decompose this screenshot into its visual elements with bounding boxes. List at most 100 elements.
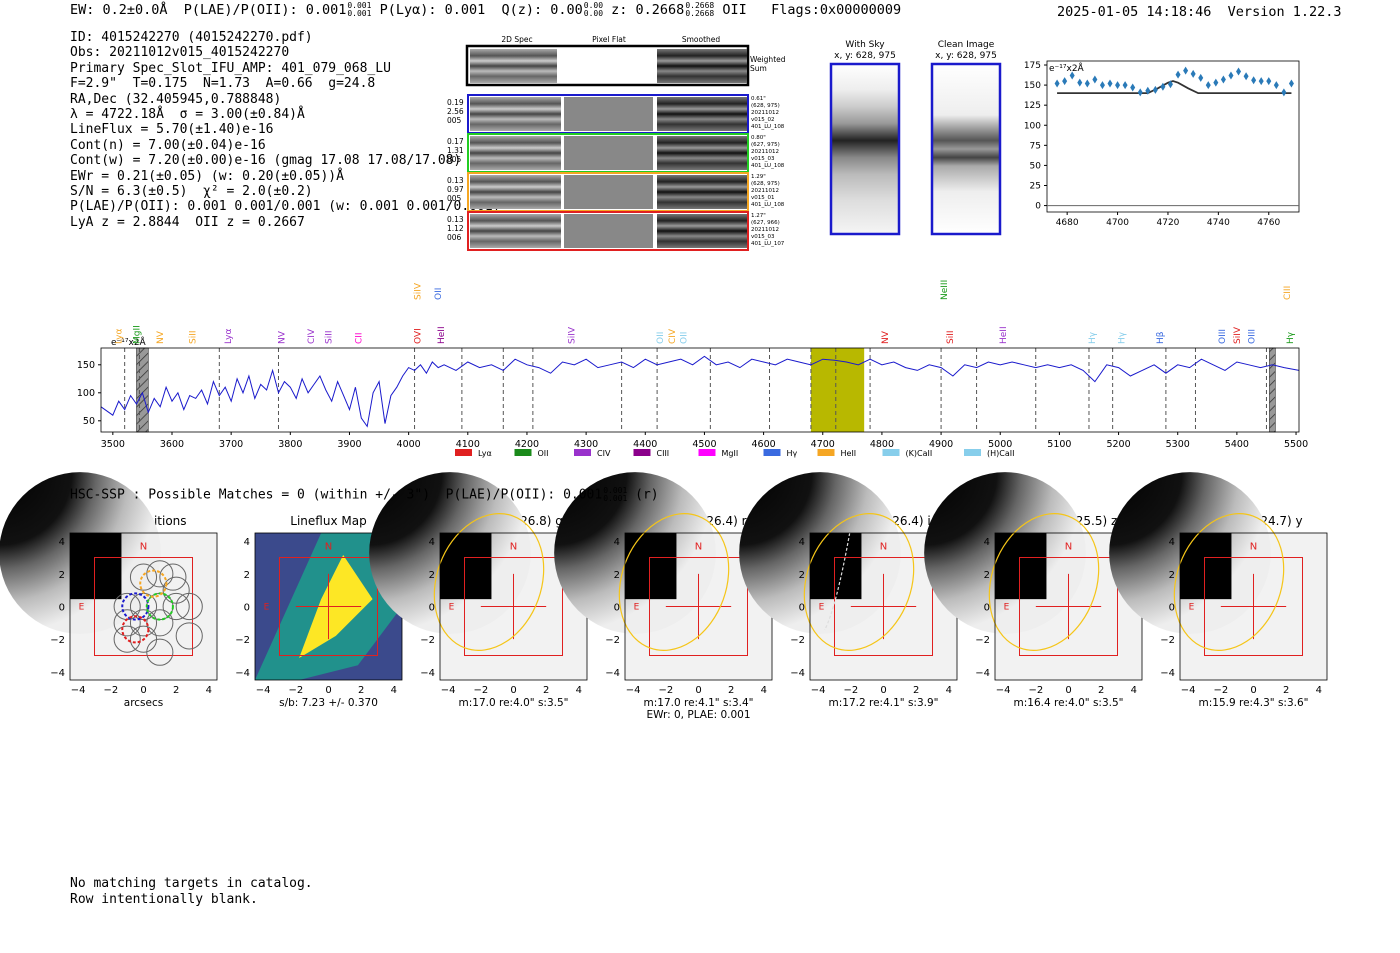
zoom-data-point [1115, 81, 1121, 90]
info-line: F=2.9" T=0.175 N=1.73 A=0.66 g=24.8 [70, 76, 376, 92]
hsc-x-tick-label: 4 [1131, 685, 1137, 696]
hsc-x-tick-label: −2 [1028, 685, 1043, 696]
info-line: LineFlux = 5.70(±1.40)e-16 [70, 122, 274, 138]
hsc-y-tick-label: 2 [59, 570, 65, 581]
zoom-y-tick-label: 175 [1024, 61, 1041, 71]
spectrum-line-label: SiII [189, 330, 199, 344]
hsc-y-tick-label: −2 [1160, 635, 1175, 646]
spectrum-line-label: SiIV [567, 326, 577, 344]
cutout-row-stat: 1.12 [447, 224, 464, 233]
zoom-x-tick-label: 4740 [1207, 218, 1230, 228]
zoom-data-point [1236, 67, 1242, 76]
hsc-y-tick-label: −4 [790, 668, 805, 679]
spectrum-line-label: Hγ [1088, 331, 1098, 344]
zoom-data-point [1092, 75, 1098, 84]
cutout-pixel-flat [564, 214, 653, 248]
legend-label: HeII [841, 449, 857, 458]
zoom-y-tick-label: 125 [1024, 101, 1041, 111]
hsc-x-tick-label: −2 [288, 685, 303, 696]
zoom-data-point [1266, 77, 1272, 86]
spectrum-line-label: NV [156, 330, 166, 344]
spectrum-x-tick-label: 3800 [278, 439, 302, 450]
info-line: EWr = 0.21(±0.05) (w: 0.20(±0.05))Å [70, 168, 344, 184]
fiber-highlight [145, 592, 174, 621]
hsc-y-tick-label: −2 [50, 635, 65, 646]
weighted-label: Weighted [750, 55, 786, 64]
hsc-saturated-region [625, 533, 677, 600]
cutout-row-border [467, 211, 749, 251]
spectrum-line-label: OIII [1248, 329, 1258, 344]
hsc-aperture-box [649, 557, 748, 656]
spectrum-line-label: OVI [413, 328, 423, 344]
cutout-row-stat: 0.13 [447, 215, 464, 224]
hsc-y-tick-label: 0 [244, 603, 250, 614]
cutout-row-meta: 401_LU_107 [751, 241, 785, 247]
hsc-panel-frame [69, 532, 218, 681]
cutout-pixel-flat [564, 97, 653, 131]
hsc-x-tick-label: 0 [140, 685, 146, 696]
info-line: S/N = 6.3(±0.5) χ² = 2.0(±0.2) [70, 184, 313, 200]
hsc-x-tick-label: 2 [1283, 685, 1289, 696]
cutout-2d-spec [470, 214, 561, 248]
legend-swatch [817, 449, 835, 456]
hsc-x-tick-label: −4 [811, 685, 826, 696]
spectrum-line-label: NV [277, 330, 287, 344]
hsc-x-tick-label: 0 [1250, 685, 1256, 696]
cutout-row-stat: 005 [447, 155, 462, 164]
spectrum-x-tick-label: 4400 [633, 439, 657, 450]
cutout-smoothed [657, 214, 747, 248]
legend-label: OII [538, 449, 549, 458]
spectrum-series-line [100, 355, 1300, 428]
hsc-secondary-ellipse [824, 532, 851, 631]
hsc-y-tick-label: 0 [614, 603, 620, 614]
fiber-highlight [139, 569, 168, 598]
zoom-y-tick-label: 150 [1024, 81, 1041, 91]
spectrum-line-label: MgII [132, 325, 142, 344]
hsc-aperture-box [1204, 557, 1303, 656]
legend-label: CIII [657, 449, 670, 458]
spectrum-x-tick-label: 3500 [101, 439, 125, 450]
hsc-panel-caption: arcsecs [124, 697, 163, 709]
hsc-y-tick-label: 0 [59, 603, 65, 614]
compass-e: E [1189, 603, 1195, 613]
spectrum-x-tick-label: 3600 [160, 439, 184, 450]
weighted-sum-row: Weighted Sum [465, 44, 786, 87]
hsc-y-tick-label: 2 [429, 570, 435, 581]
hsc-y-tick-label: 2 [244, 570, 250, 581]
zoom-data-point [1160, 82, 1166, 91]
cutout-row-stat: 006 [447, 233, 462, 242]
hsc-y-tick-label: 4 [984, 537, 990, 548]
hsc-y-tick-label: −2 [605, 635, 620, 646]
hsc-x-tick-label: 4 [206, 685, 212, 696]
spectrum-line-label: OII [656, 332, 666, 344]
hsc-aperture-box [94, 557, 193, 656]
compass-e: E [1004, 603, 1010, 613]
legend-swatch [574, 449, 591, 456]
cutout-row-meta: (628, 975) [751, 103, 780, 109]
hsc-y-tick-label: −4 [420, 668, 435, 679]
zoom-data-point [1198, 73, 1204, 82]
spectrum-line-label: Hγ [1286, 331, 1296, 344]
legend-swatch [633, 449, 651, 456]
hsc-panel-caption: EWr: 0, PLAE: 0.001 [646, 709, 750, 721]
hsc-x-tick-label: 2 [728, 685, 734, 696]
weighted-label: Sum [750, 64, 767, 73]
info-line: Primary Spec_Slot_IFU_AMP: 401_079_068_L… [70, 60, 391, 76]
spectrum-line-label: SiIV [1233, 326, 1243, 344]
spectrum-line-label: Hγ [1117, 331, 1127, 344]
zoom-data-point [1228, 71, 1234, 80]
hsc-x-tick-label: −4 [996, 685, 1011, 696]
zoom-data-point [1281, 88, 1287, 97]
hsc-x-tick-label: −4 [1181, 685, 1196, 696]
hsc-aperture-box [1019, 557, 1118, 656]
cutout-smoothed [657, 175, 747, 209]
zoom-unit-label: e⁻¹⁷x2Å [1049, 62, 1085, 74]
cutout-col-title: Smoothed [682, 35, 721, 44]
hsc-y-tick-label: −2 [975, 635, 990, 646]
hsc-panel-caption: s/b: 7.23 +/- 0.370 [279, 697, 378, 709]
compass-e: E [79, 603, 85, 613]
spectrum-line-label: CIV [668, 328, 678, 344]
